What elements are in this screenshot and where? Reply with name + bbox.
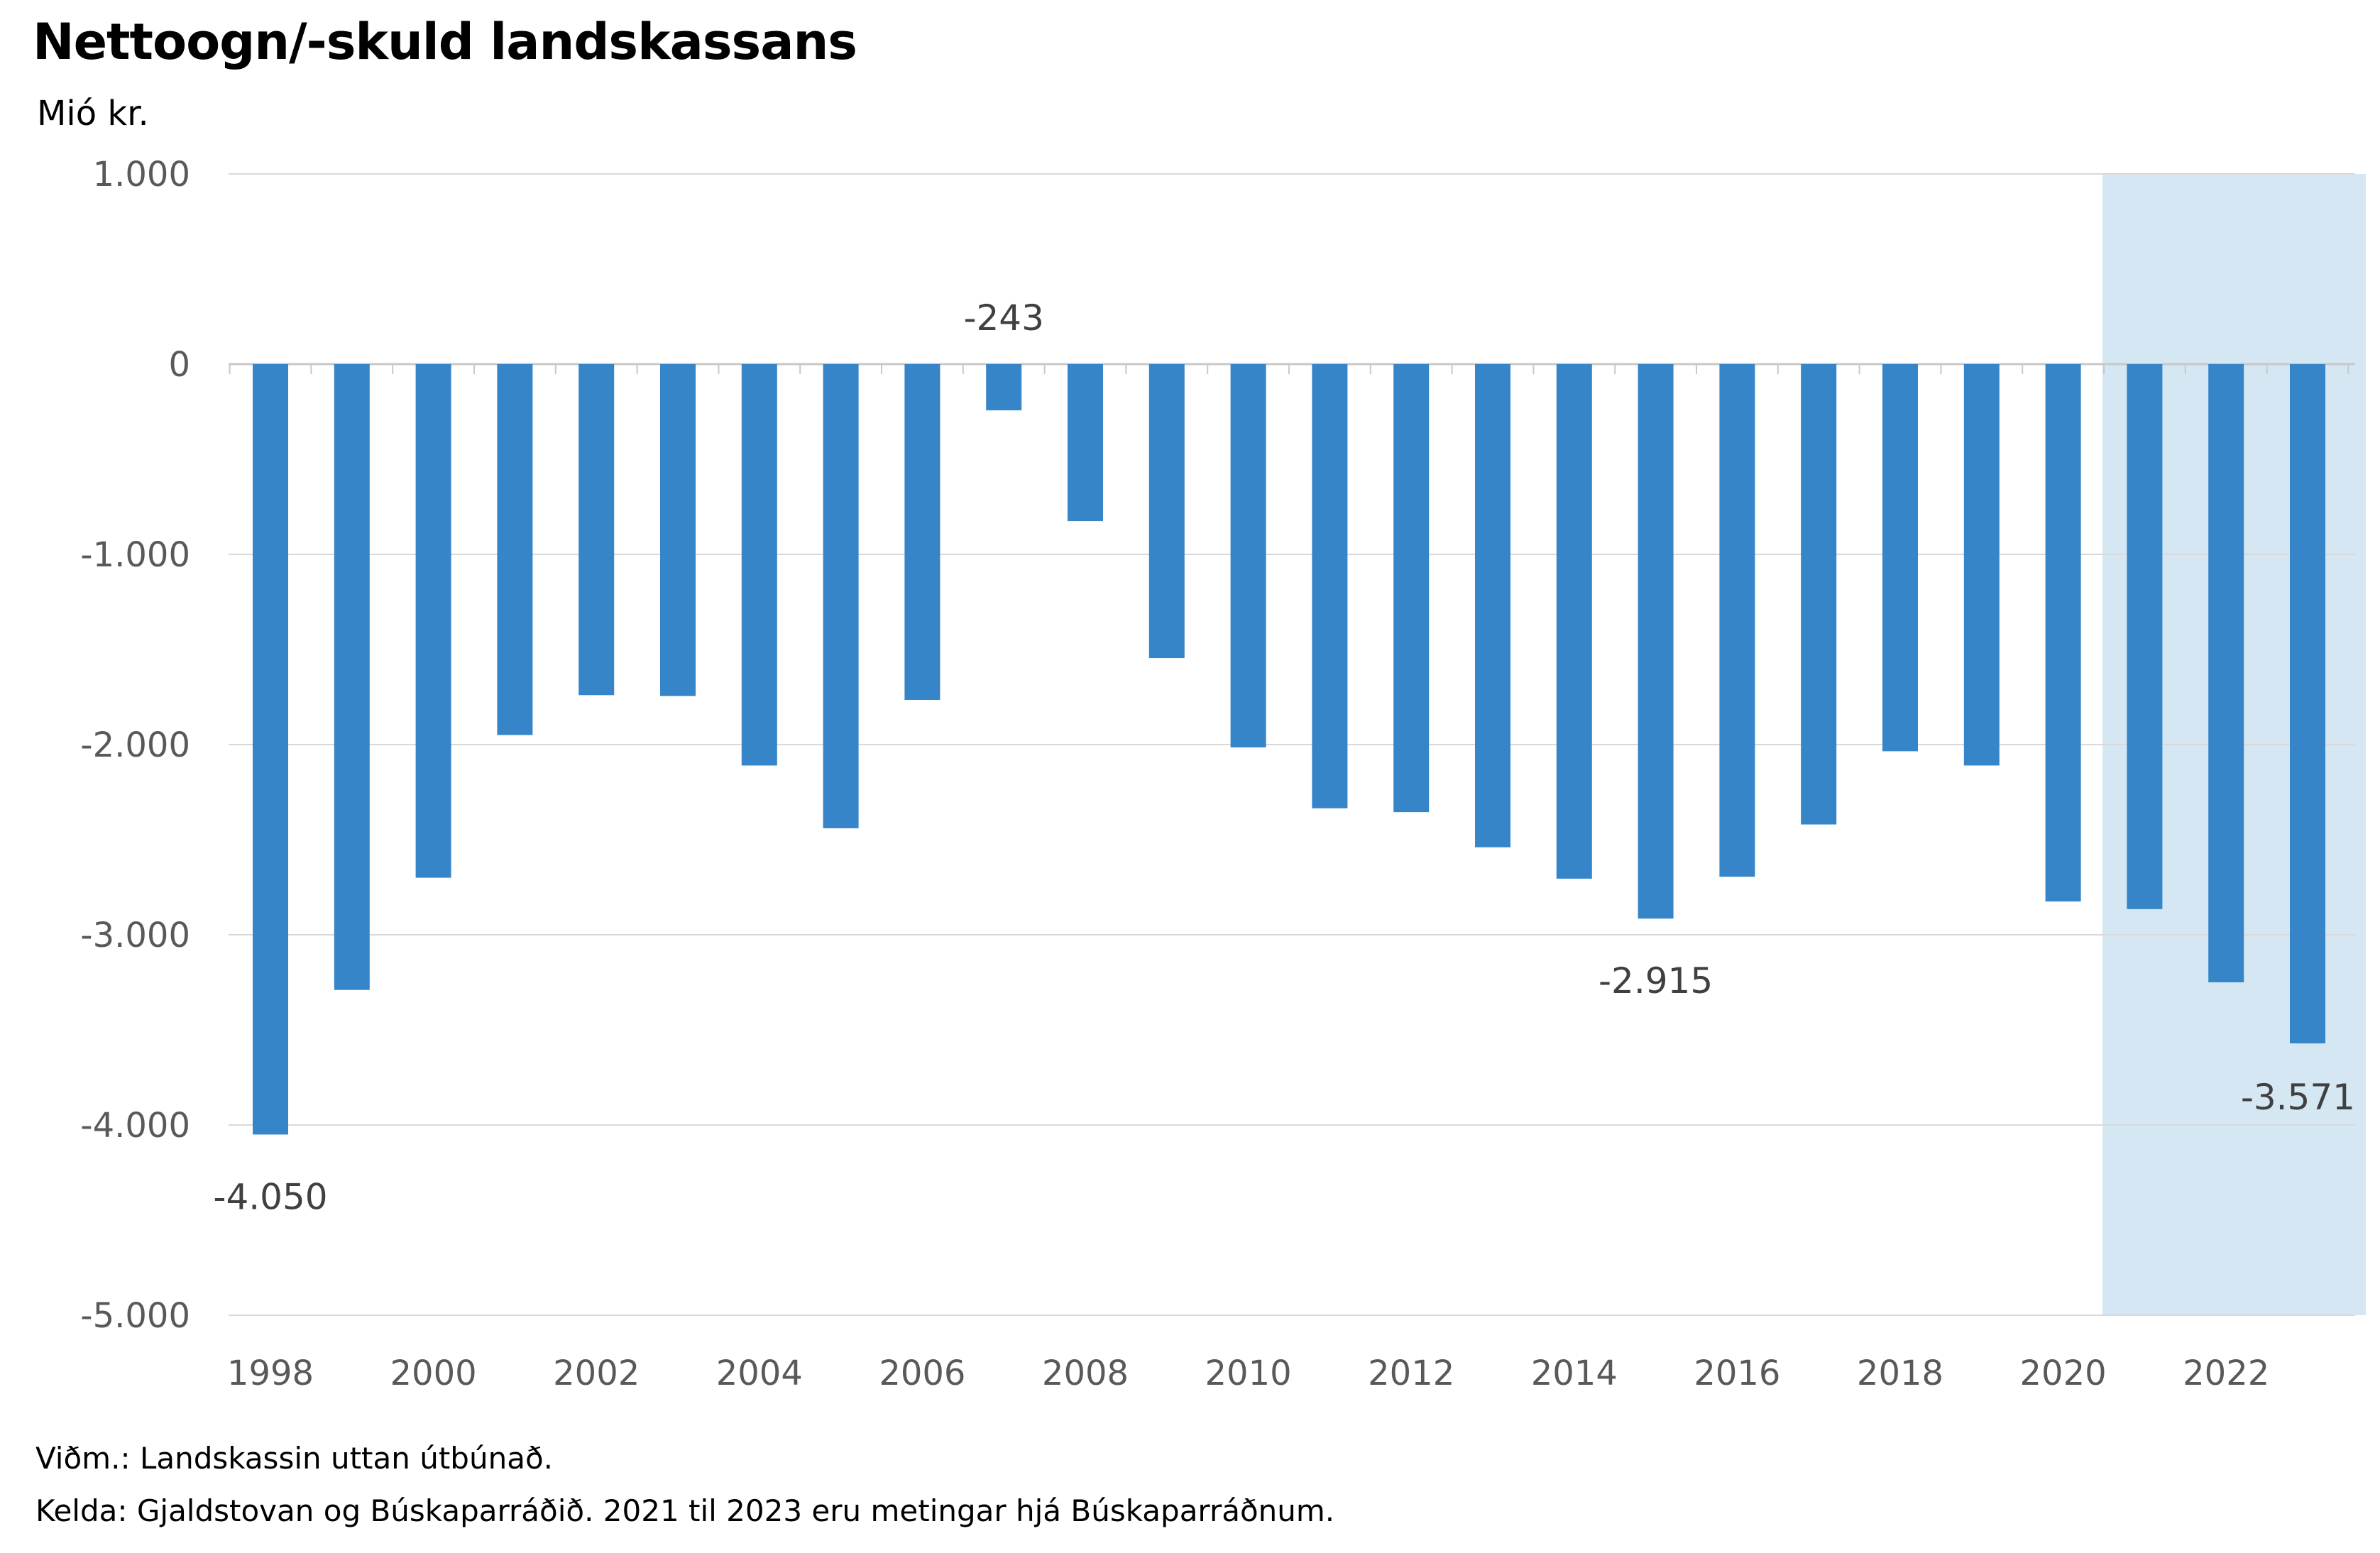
bar-2014 <box>1556 364 1592 879</box>
bar-2017 <box>1801 364 1837 825</box>
bar-2000 <box>415 364 451 878</box>
bar-2011 <box>1312 364 1348 808</box>
y-tick-label: -5.000 <box>80 1296 190 1336</box>
bar-1999 <box>334 364 370 990</box>
x-axis-ticks: 1998 2000 2002 2004 2006 2008 2010 2012 2014 2016… <box>227 1354 2269 1393</box>
y-tick-label: -4.000 <box>80 1106 190 1146</box>
data-label-2023: -3.571 <box>2241 1077 2355 1118</box>
bar-2008 <box>1068 364 1103 522</box>
x-tick-label: 2010 <box>1205 1354 1292 1393</box>
bar-2001 <box>497 364 533 735</box>
y-tick-label: -2.000 <box>80 725 190 765</box>
chart-note: Viðm.: Landskassin uttan útbúnað. <box>35 1441 553 1476</box>
x-tick-label: 2016 <box>1694 1354 1780 1393</box>
x-tick-label: 2012 <box>1368 1354 1454 1393</box>
y-tick-label: 0 <box>168 345 190 385</box>
x-tick-label: 1998 <box>227 1354 314 1393</box>
bar-2021 <box>2127 364 2163 909</box>
bar-2015 <box>1638 364 1674 919</box>
y-tick-label: -1.000 <box>80 535 190 575</box>
bar-2007 <box>986 364 1022 411</box>
bar-2005 <box>823 364 859 828</box>
bar-2012 <box>1393 364 1430 813</box>
x-tick-label: 2018 <box>1857 1354 1943 1393</box>
data-label-1998: -4.050 <box>213 1176 327 1217</box>
x-tick-label: 2020 <box>2020 1354 2107 1393</box>
bar-1998 <box>253 364 288 1135</box>
data-label-2015: -2.915 <box>1598 960 1713 1002</box>
x-tick-label: 2004 <box>716 1354 803 1393</box>
data-labels: -4.050 -243 -2.915 -3.571 <box>213 297 2355 1217</box>
x-tick-label: 2022 <box>2183 1354 2269 1393</box>
bar-2013 <box>1475 364 1510 847</box>
bar-2016 <box>1719 364 1755 877</box>
bar-2023 <box>2290 364 2325 1044</box>
y-tick-label: 1.000 <box>93 155 190 194</box>
x-tick-label: 2000 <box>390 1354 477 1393</box>
bar-2022 <box>2208 364 2244 982</box>
y-axis-unit-label: Mió kr. <box>37 94 149 133</box>
bar-2010 <box>1230 364 1266 748</box>
x-tick-label: 2014 <box>1531 1354 1618 1393</box>
bar-2018 <box>1882 364 1918 752</box>
bar-2020 <box>2045 364 2081 902</box>
y-tick-label: -3.000 <box>80 916 190 955</box>
gridlines <box>229 173 2355 1316</box>
x-tick-label: 2006 <box>879 1354 965 1393</box>
bar-2006 <box>904 364 941 701</box>
bar-2004 <box>741 364 777 766</box>
bars <box>253 364 2325 1135</box>
x-tick-label: 2002 <box>553 1354 640 1393</box>
y-axis-ticks: 1.000 0 -1.000 -2.000 -3.000 -4.000 -5.000 <box>80 155 190 1336</box>
chart-title: Nettoogn/-skuld landskassans <box>33 13 857 71</box>
bar-2009 <box>1148 364 1185 659</box>
bar-2019 <box>1963 364 2000 766</box>
bar-2002 <box>578 364 615 696</box>
data-label-2007: -243 <box>963 297 1043 339</box>
bar-2003 <box>660 364 696 696</box>
chart-source: Kelda: Gjaldstovan og Búskaparráðið. 202… <box>35 1493 1335 1528</box>
x-tick-label: 2008 <box>1042 1354 1129 1393</box>
